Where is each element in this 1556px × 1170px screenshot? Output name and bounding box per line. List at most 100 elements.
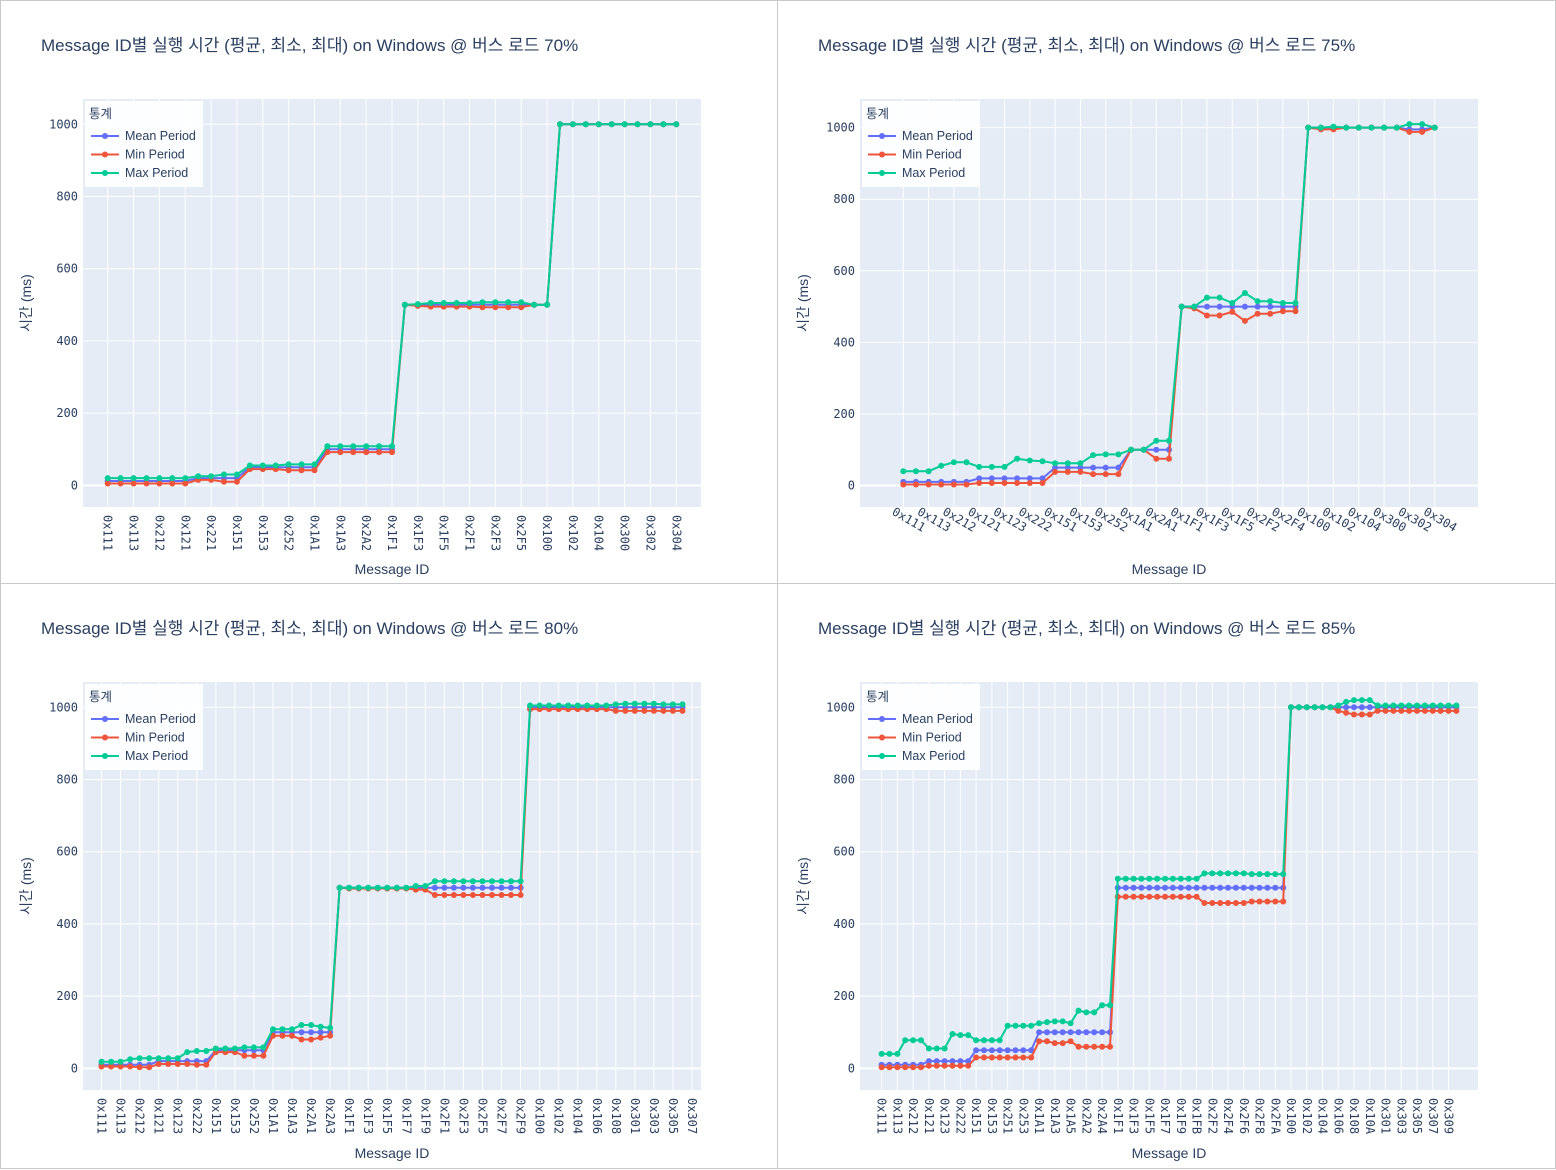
data-point-max-period [317, 1023, 324, 1030]
data-point-max-period [355, 884, 362, 891]
data-point-min-period [505, 304, 512, 311]
data-point-min-period [1067, 1038, 1074, 1045]
y-tick-label: 0 [71, 478, 78, 492]
data-point-min-period [941, 1062, 948, 1069]
data-point-max-period [1311, 704, 1318, 711]
data-point-min-period [1204, 312, 1210, 319]
y-tick-label: 800 [833, 772, 855, 786]
legend-item-mean-period: Mean Period [125, 129, 196, 143]
x-tick-label: 0x2F5 [475, 1098, 489, 1134]
data-point-max-period [1419, 121, 1426, 128]
legend-item-min-period: Min Period [902, 148, 962, 162]
data-point-max-period [1077, 460, 1084, 467]
y-tick-label: 400 [833, 917, 855, 931]
data-point-mean-period [1232, 884, 1239, 891]
data-point-min-period [1001, 480, 1008, 486]
chart-title: Message ID별 실행 시간 (평균, 최소, 최대) on Window… [818, 619, 1355, 638]
y-tick-label: 1000 [826, 700, 855, 714]
x-tick-label: 0x1F9 [1174, 1098, 1188, 1134]
legend-item-min-period: Min Period [125, 148, 185, 162]
data-point-max-period [365, 884, 372, 891]
data-point-min-period [337, 449, 344, 456]
data-point-max-period [479, 299, 486, 306]
data-point-max-period [1343, 124, 1350, 131]
data-point-min-period [155, 1061, 162, 1067]
data-point-min-period [1102, 471, 1109, 478]
data-point-min-period [1272, 898, 1279, 905]
data-point-max-period [1292, 300, 1299, 306]
data-point-mean-period [1204, 303, 1210, 310]
chart-svg: Message ID별 실행 시간 (평균, 최소, 최대) on Window… [795, 36, 1478, 577]
data-point-min-period [136, 1064, 143, 1071]
x-tick-label: 0x104 [1316, 1098, 1330, 1134]
data-point-min-period [117, 1063, 124, 1070]
x-tick-label: 0x104 [592, 515, 606, 551]
x-tick-label: 0x309 [1441, 1098, 1455, 1134]
data-point-max-period [1028, 1022, 1035, 1029]
data-point-mean-period [441, 884, 448, 891]
data-point-mean-period [988, 1047, 995, 1054]
data-point-min-period [1216, 312, 1223, 319]
data-point-min-period [1382, 707, 1389, 714]
legend-item-max-period: Max Period [902, 749, 965, 763]
data-point-min-period [117, 480, 124, 487]
data-point-mean-period [1351, 704, 1357, 711]
data-point-mean-period [1075, 1029, 1082, 1036]
data-point-max-period [988, 463, 995, 470]
data-point-max-period [1004, 1022, 1011, 1029]
y-tick-label: 600 [833, 845, 855, 859]
x-tick-label: 0x2F5 [514, 515, 528, 551]
data-point-min-period [279, 1032, 286, 1039]
data-point-min-period [1429, 707, 1436, 714]
data-point-min-period [1256, 898, 1263, 905]
y-axis-title: 시간 (ms) [18, 857, 34, 915]
data-point-min-period [925, 481, 932, 488]
data-point-max-period [660, 701, 667, 708]
data-point-min-period [285, 467, 292, 474]
x-tick-label: 0x2F9 [514, 1098, 528, 1134]
x-tick-label: 0x307 [1426, 1098, 1440, 1134]
data-point-min-period [1044, 1038, 1050, 1045]
x-tick-label: 0x113 [890, 1098, 904, 1134]
data-point-min-period [241, 1052, 248, 1059]
data-point-max-period [1201, 870, 1208, 877]
data-point-min-period [156, 480, 163, 487]
data-point-max-period [527, 702, 534, 709]
data-point-max-period [1020, 1022, 1027, 1029]
x-tick-label: 0x1F1 [1111, 1098, 1125, 1134]
data-point-max-period [621, 121, 628, 128]
data-point-max-period [193, 1048, 200, 1054]
legend-item-mean-period: Mean Period [902, 712, 973, 726]
data-point-max-period [900, 468, 907, 475]
data-point-mean-period [1153, 446, 1160, 453]
data-point-min-period [1052, 468, 1059, 475]
data-point-max-period [1414, 702, 1420, 709]
data-point-mean-period [489, 884, 495, 891]
data-point-min-period [900, 481, 907, 488]
data-point-mean-period [1248, 884, 1255, 891]
x-tick-label: 0x123 [938, 1098, 952, 1134]
data-point-mean-period [1044, 1029, 1050, 1036]
data-point-min-period [298, 1036, 305, 1043]
data-point-mean-period [1272, 884, 1279, 891]
legend-item-max-period: Max Period [125, 749, 188, 763]
data-point-max-period [925, 468, 932, 475]
data-point-max-period [337, 443, 344, 450]
data-point-mean-period [460, 884, 467, 891]
data-point-min-period [143, 480, 150, 487]
x-tick-label: 0x252 [247, 1098, 261, 1134]
data-point-max-period [1330, 123, 1337, 130]
data-point-min-period [1240, 900, 1247, 906]
x-tick-label: 0x1A1 [307, 515, 321, 551]
x-tick-label: 0x100 [1284, 1098, 1298, 1134]
x-tick-label: 0x1F3 [411, 515, 425, 551]
data-point-min-period [976, 480, 983, 486]
x-tick-label: 0x113 [127, 515, 141, 551]
x-tick-label: 0x102 [552, 1098, 566, 1134]
data-point-max-period [1381, 124, 1388, 131]
data-point-mean-period [1185, 884, 1192, 891]
data-point-max-period [1075, 1007, 1082, 1014]
data-point-max-period [1280, 871, 1287, 878]
data-point-min-period [612, 707, 619, 714]
x-tick-label: 0x111 [101, 515, 115, 551]
